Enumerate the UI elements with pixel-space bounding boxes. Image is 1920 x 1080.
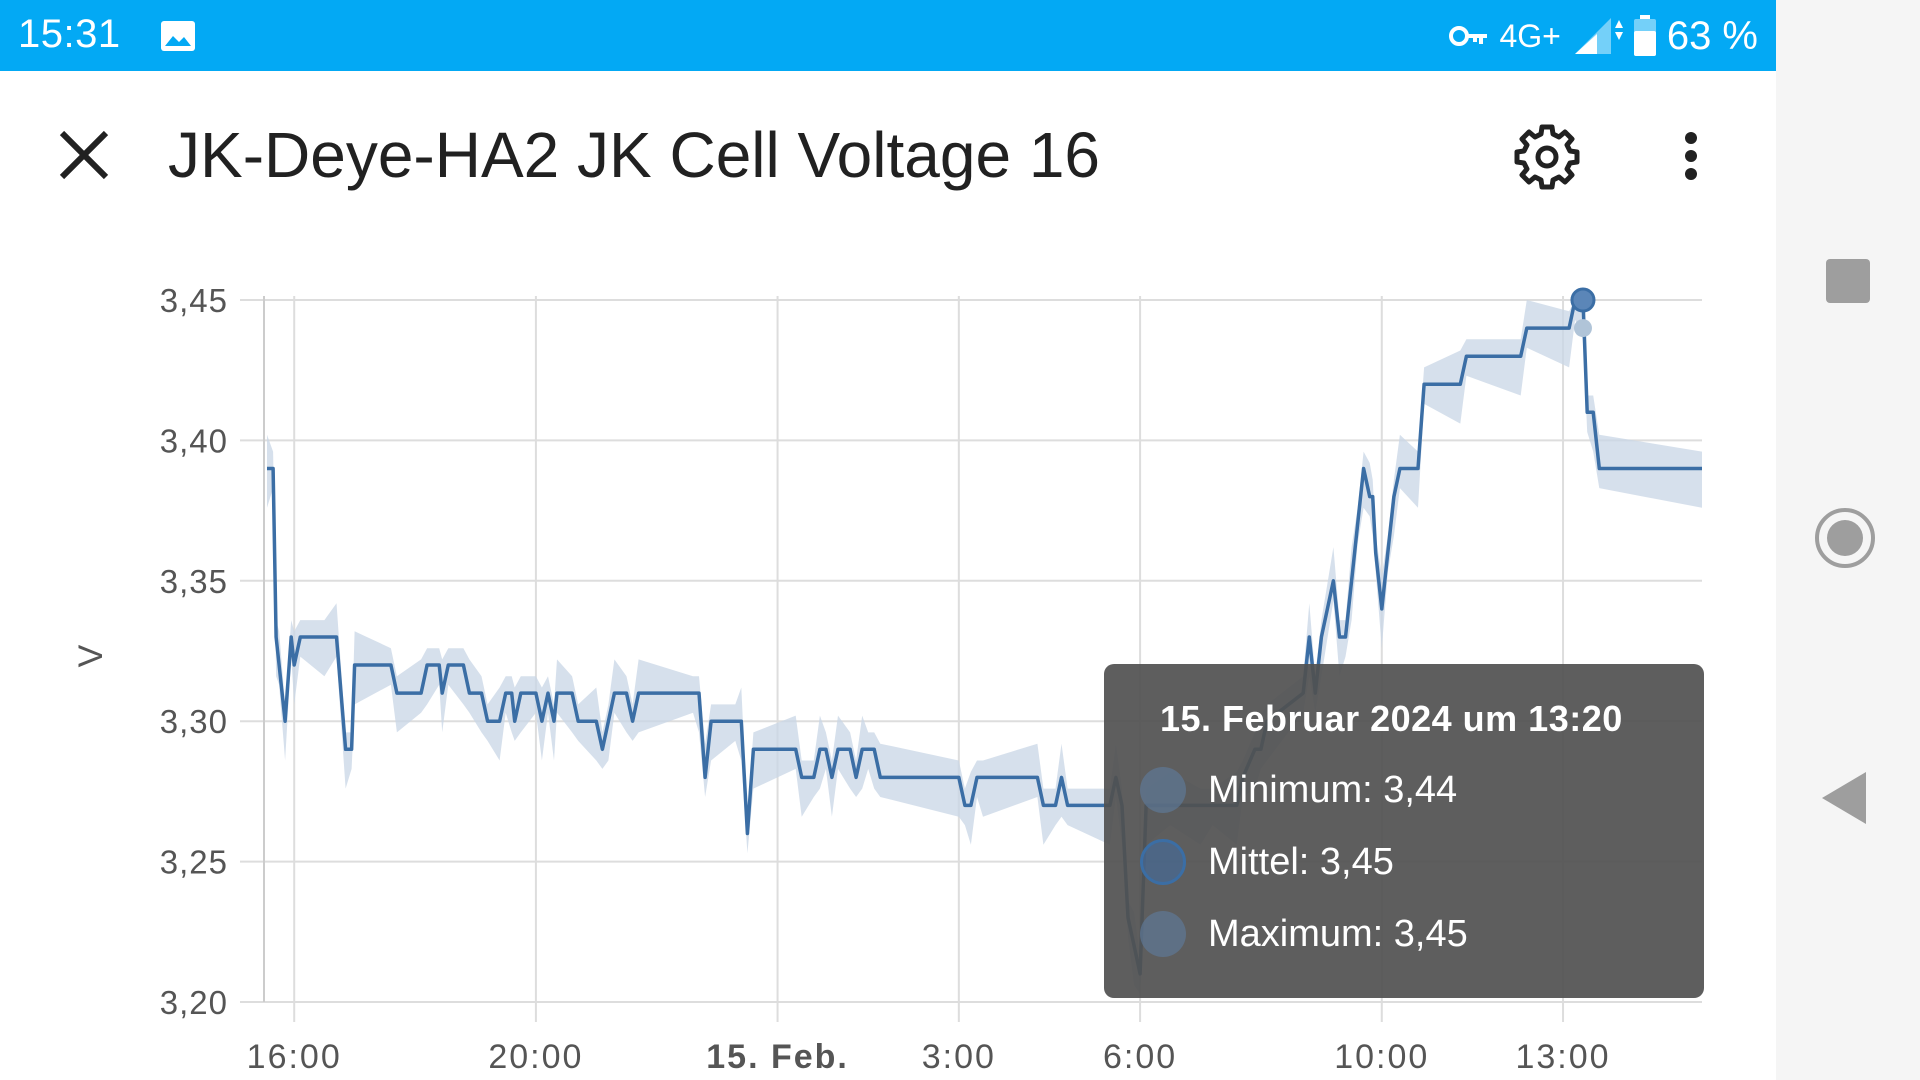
tooltip-title: 15. Februar 2024 um 13:20 (1160, 698, 1623, 739)
y-tick-label: 3,25 (160, 844, 228, 881)
network-type: 4G+ (1499, 17, 1561, 54)
chart-tooltip: 15. Februar 2024 um 13:20 Minimum: 3,44 … (1104, 664, 1704, 998)
hover-point-minimum (1573, 319, 1592, 338)
tooltip-maximum: Maximum: 3,45 (1208, 912, 1468, 955)
gear-icon[interactable] (1512, 122, 1582, 192)
tooltip-mittel: Mittel: 3,45 (1208, 840, 1394, 883)
more-vert-icon[interactable] (1676, 126, 1706, 196)
tooltip-row-mittel: Mittel: 3,45 (1140, 838, 1394, 886)
x-tick-label: 13:00 (1515, 1038, 1610, 1076)
x-tick-label: 6:00 (1103, 1038, 1177, 1076)
chart-grid (240, 296, 1702, 1022)
chart-series (267, 287, 1702, 976)
maximum-marker (1140, 911, 1186, 957)
minimum-marker (1140, 767, 1186, 813)
status-time: 15:31 (18, 12, 121, 56)
y-tick-label: 3,20 (160, 984, 228, 1021)
mittel-marker (1140, 839, 1186, 885)
battery-icon (1633, 15, 1656, 56)
y-tick-label: 3,30 (160, 703, 228, 740)
hover-point-mittel (1570, 287, 1596, 313)
y-axis-label: V (72, 644, 110, 667)
x-tick-label: 3:00 (922, 1038, 996, 1076)
battery-level: 63 % (1666, 13, 1758, 58)
vpn-key-icon (1449, 26, 1488, 46)
image-icon (161, 21, 195, 51)
mittel-line (267, 298, 1702, 976)
signal-icon (1574, 18, 1623, 54)
status-bar: 15:31 4G+ 63 % (0, 0, 1776, 71)
y-tick-label: 3,45 (160, 282, 228, 319)
back-button[interactable] (1822, 772, 1866, 824)
close-icon[interactable] (54, 125, 114, 185)
status-right: 4G+ 63 % (1449, 12, 1758, 60)
x-tick-label: 16:00 (247, 1038, 342, 1076)
y-tick-label: 3,35 (160, 563, 228, 600)
x-tick-label: 10:00 (1334, 1038, 1429, 1076)
recents-button[interactable] (1826, 259, 1870, 303)
home-button[interactable] (1815, 508, 1875, 568)
voltage-history-chart[interactable]: 3,45 3,40 3,35 3,30 3,25 3,20 16:00 20:00 15. F… (0, 230, 1776, 1080)
tooltip-row-minimum: Minimum: 3,44 (1140, 766, 1457, 814)
y-tick-label: 3,40 (160, 422, 228, 459)
tooltip-row-maximum: Maximum: 3,45 (1140, 910, 1468, 958)
x-tick-label: 15. Feb. (706, 1038, 849, 1076)
tooltip-minimum: Minimum: 3,44 (1208, 768, 1458, 811)
x-tick-label: 20:00 (488, 1038, 583, 1076)
page-title: JK-Deye-HA2 JK Cell Voltage 16 (168, 119, 1100, 191)
y-axis-ticks: 3,45 3,40 3,35 3,30 3,25 3,20 (160, 282, 228, 1021)
x-axis-ticks: 16:00 20:00 15. Feb. 3:00 6:00 10:00 13:00 (247, 1038, 1610, 1076)
